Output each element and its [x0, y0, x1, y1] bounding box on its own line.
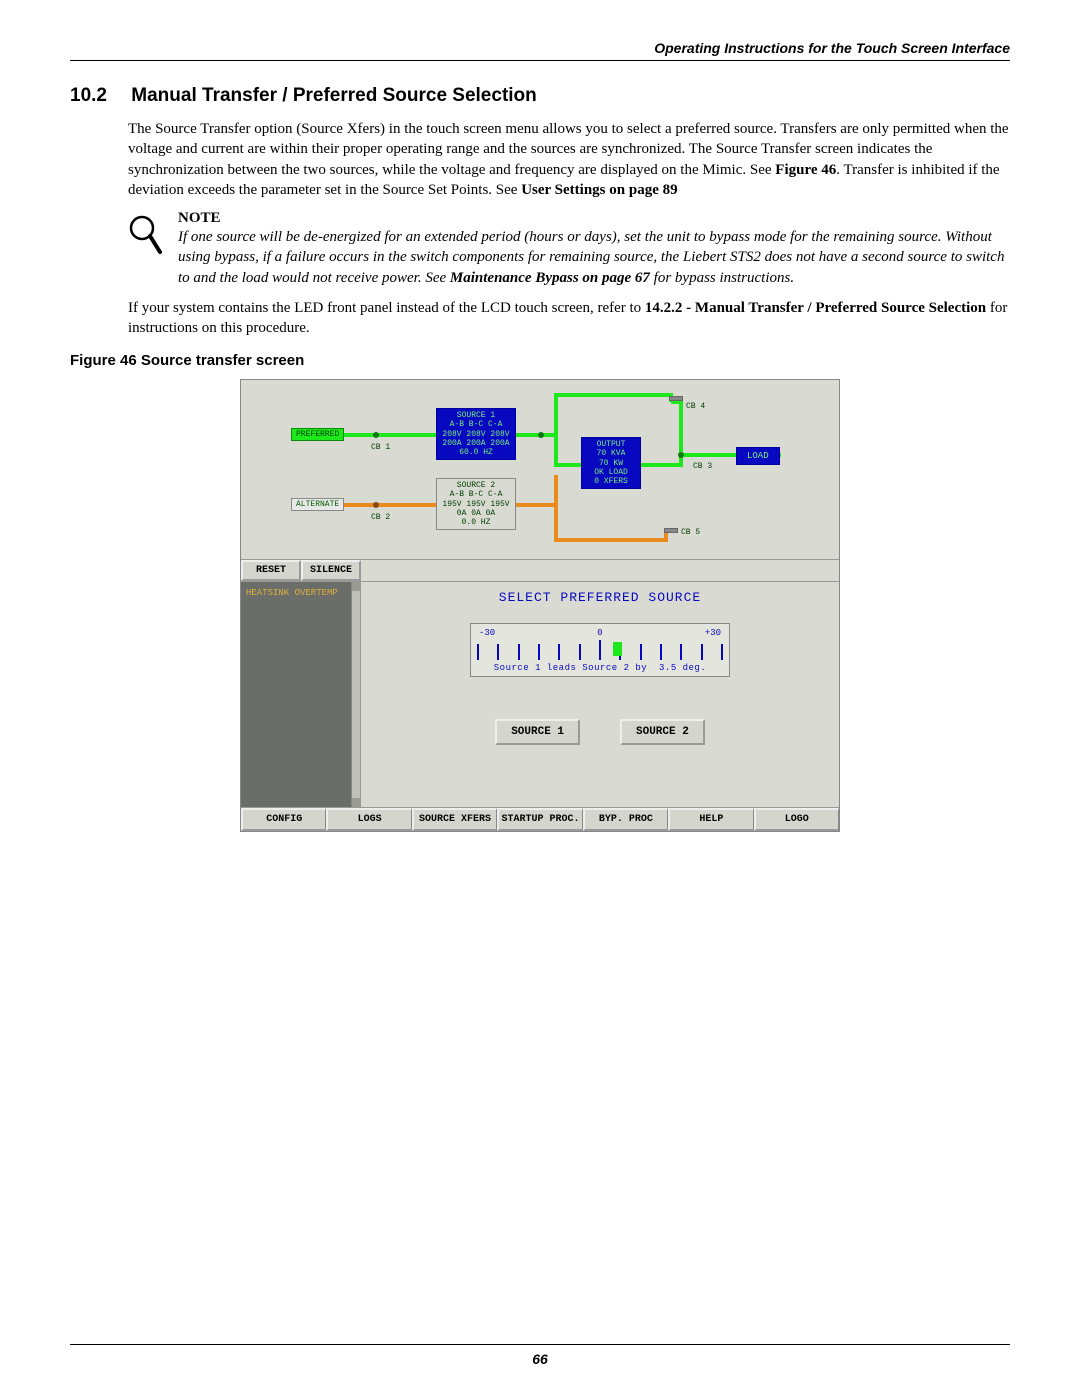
tab-logs[interactable]: LOGS: [326, 808, 411, 831]
magnifier-icon: [128, 210, 178, 288]
source1-button[interactable]: SOURCE 1: [495, 719, 580, 745]
mimic-diagram: PREFERRED ALTERNATE CB 1 CB 2 CB 3 CB 4 …: [241, 380, 839, 560]
tab-help[interactable]: HELP: [668, 808, 753, 831]
meter-mid: 0: [597, 628, 602, 638]
alarm-panel: HEATSINK OVERTEMP: [241, 582, 361, 807]
select-source-panel: SELECT PREFERRED SOURCE -30 0 +30 Source…: [361, 582, 839, 807]
source1-box[interactable]: SOURCE 1 A-B B-C C-A 208V 208V 208V 200A…: [436, 408, 516, 460]
load-box[interactable]: LOAD: [736, 447, 780, 465]
source-transfer-screen: PREFERRED ALTERNATE CB 1 CB 2 CB 3 CB 4 …: [240, 379, 840, 832]
mimic-lines: [241, 380, 841, 560]
paragraph-1: The Source Transfer option (Source Xfers…: [128, 119, 1010, 200]
figure-caption: Figure 46 Source transfer screen: [70, 352, 1010, 369]
phase-meter: -30 0 +30 Source 1 leads Source 2 by 3.5…: [470, 623, 730, 677]
tab-source-xfers[interactable]: SOURCE XFERS: [412, 808, 497, 831]
cb3-label: CB 3: [693, 462, 712, 471]
note-block: NOTE If one source will be de-energized …: [128, 210, 1010, 288]
alternate-label: ALTERNATE: [291, 498, 344, 511]
action-row: RESET SILENCE: [241, 560, 839, 582]
cb5-switch: [664, 528, 678, 533]
page-footer: 66: [70, 1344, 1010, 1367]
note-title: NOTE: [178, 210, 1010, 227]
paragraph-2: If your system contains the LED front pa…: [128, 298, 1010, 339]
output-box[interactable]: OUTPUT 70 KVA 70 KW OK LOAD 0 XFERS: [581, 437, 641, 489]
cb1-label: CB 1: [371, 443, 390, 452]
mid-panel: HEATSINK OVERTEMP SELECT PREFERRED SOURC…: [241, 582, 839, 807]
meter-marker: [613, 642, 622, 656]
tab-config[interactable]: CONFIG: [241, 808, 326, 831]
alarm-scrollbar[interactable]: [351, 582, 360, 807]
preferred-label: PREFERRED: [291, 428, 344, 441]
bottom-tabs: CONFIG LOGS SOURCE XFERS STARTUP PROC. B…: [241, 807, 839, 831]
running-head: Operating Instructions for the Touch Scr…: [70, 40, 1010, 61]
select-title: SELECT PREFERRED SOURCE: [361, 590, 839, 605]
silence-button[interactable]: SILENCE: [301, 560, 361, 581]
section-title: Manual Transfer / Preferred Source Selec…: [131, 85, 536, 106]
reset-button[interactable]: RESET: [241, 560, 301, 581]
tab-logo[interactable]: LOGO: [754, 808, 839, 831]
section-heading: 10.2 Manual Transfer / Preferred Source …: [70, 85, 1010, 107]
cb2-label: CB 2: [371, 513, 390, 522]
cb4-switch: [669, 396, 683, 401]
cb5-label: CB 5: [681, 528, 700, 537]
cb4-label: CB 4: [686, 402, 705, 411]
tab-startup-proc[interactable]: STARTUP PROC.: [497, 808, 582, 831]
section-number: 10.2: [70, 85, 126, 107]
meter-ticks: [477, 640, 723, 660]
alarm-text: HEATSINK OVERTEMP: [246, 588, 338, 598]
meter-min: -30: [479, 628, 495, 638]
meter-max: +30: [705, 628, 721, 638]
source2-button[interactable]: SOURCE 2: [620, 719, 705, 745]
source2-box[interactable]: SOURCE 2 A-B B-C C-A 195V 195V 195V 0A 0…: [436, 478, 516, 530]
meter-caption: Source 1 leads Source 2 by 3.5 deg.: [477, 663, 723, 673]
note-text: If one source will be de-energized for a…: [178, 227, 1010, 288]
tab-byp-proc[interactable]: BYP. PROC: [583, 808, 668, 831]
